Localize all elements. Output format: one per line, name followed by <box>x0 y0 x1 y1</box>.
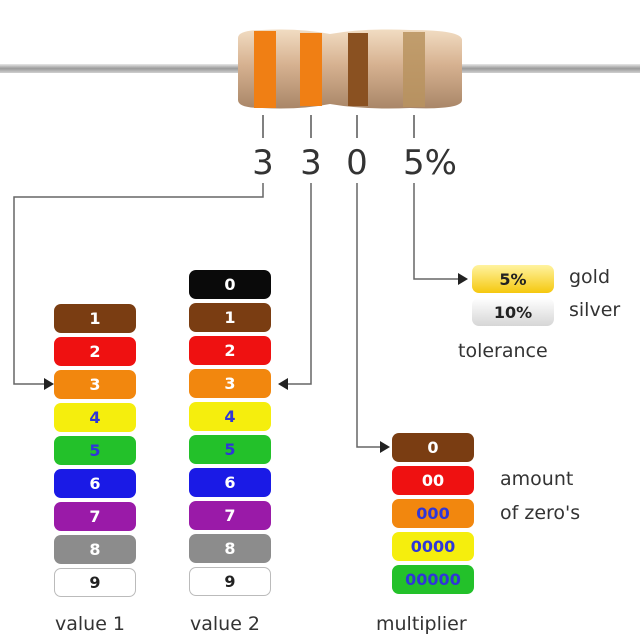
multiplier-chip: 0 <box>392 433 474 462</box>
value1-chip: 2 <box>54 337 136 366</box>
leader-tolerance <box>413 183 458 280</box>
value2-chip: 1 <box>189 303 271 332</box>
value2-chip: 8 <box>189 534 271 563</box>
value2-label: value 2 <box>190 613 261 635</box>
multiplier-chip: 00 <box>392 466 474 495</box>
tolerance-silver-chip: 10% <box>472 298 554 326</box>
band-2-orange <box>300 33 322 106</box>
tolerance-gold-name: gold <box>569 266 611 288</box>
value1-chip: 5 <box>54 436 136 465</box>
value2-chip: 6 <box>189 468 271 497</box>
value2-chip: 0 <box>189 270 271 299</box>
value1-label: value 1 <box>55 613 126 635</box>
resistor-right-lead <box>450 64 640 73</box>
band-3-value: 0 <box>346 143 368 183</box>
leader-value1 <box>13 183 264 385</box>
value2-chip: 9 <box>189 567 271 596</box>
value1-chip: 9 <box>54 568 136 597</box>
value1-chip: 1 <box>54 304 136 333</box>
value2-chip: 5 <box>189 435 271 464</box>
value1-color-list: 1 2 3 4 5 6 7 8 9 <box>54 304 136 601</box>
multiplier-note-line2: of zero's <box>500 502 581 524</box>
resistor-left-lead <box>0 64 240 73</box>
value2-chip: 2 <box>189 336 271 365</box>
tolerance-silver-name: silver <box>569 299 621 321</box>
band-1-value: 3 <box>252 143 274 183</box>
band-1-orange <box>254 31 276 108</box>
multiplier-note-line1: amount <box>500 468 574 490</box>
value1-chip: 4 <box>54 403 136 432</box>
value1-chip: 7 <box>54 502 136 531</box>
value1-chip: 6 <box>54 469 136 498</box>
leader-value2 <box>288 183 312 385</box>
value2-chip: 7 <box>189 501 271 530</box>
band-3-brown <box>348 33 368 106</box>
value2-chip: 3 <box>189 369 271 398</box>
multiplier-label: multiplier <box>376 613 467 635</box>
tolerance-gold-chip: 5% <box>472 265 554 293</box>
multiplier-chip: 000 <box>392 499 474 528</box>
multiplier-color-list: 0 00 000 0000 00000 <box>392 433 474 598</box>
value1-chip: 8 <box>54 535 136 564</box>
leader-multiplier <box>356 183 380 448</box>
value2-color-list: 0 1 2 3 4 5 6 7 8 9 <box>189 270 271 600</box>
value2-chip: 4 <box>189 402 271 431</box>
band-2-value: 3 <box>300 143 322 183</box>
multiplier-chip: 00000 <box>392 565 474 594</box>
value1-chip: 3 <box>54 370 136 399</box>
band-4-value: 5% <box>403 143 457 183</box>
multiplier-chip: 0000 <box>392 532 474 561</box>
tolerance-label: tolerance <box>458 340 548 362</box>
band-4-gold <box>403 32 425 107</box>
